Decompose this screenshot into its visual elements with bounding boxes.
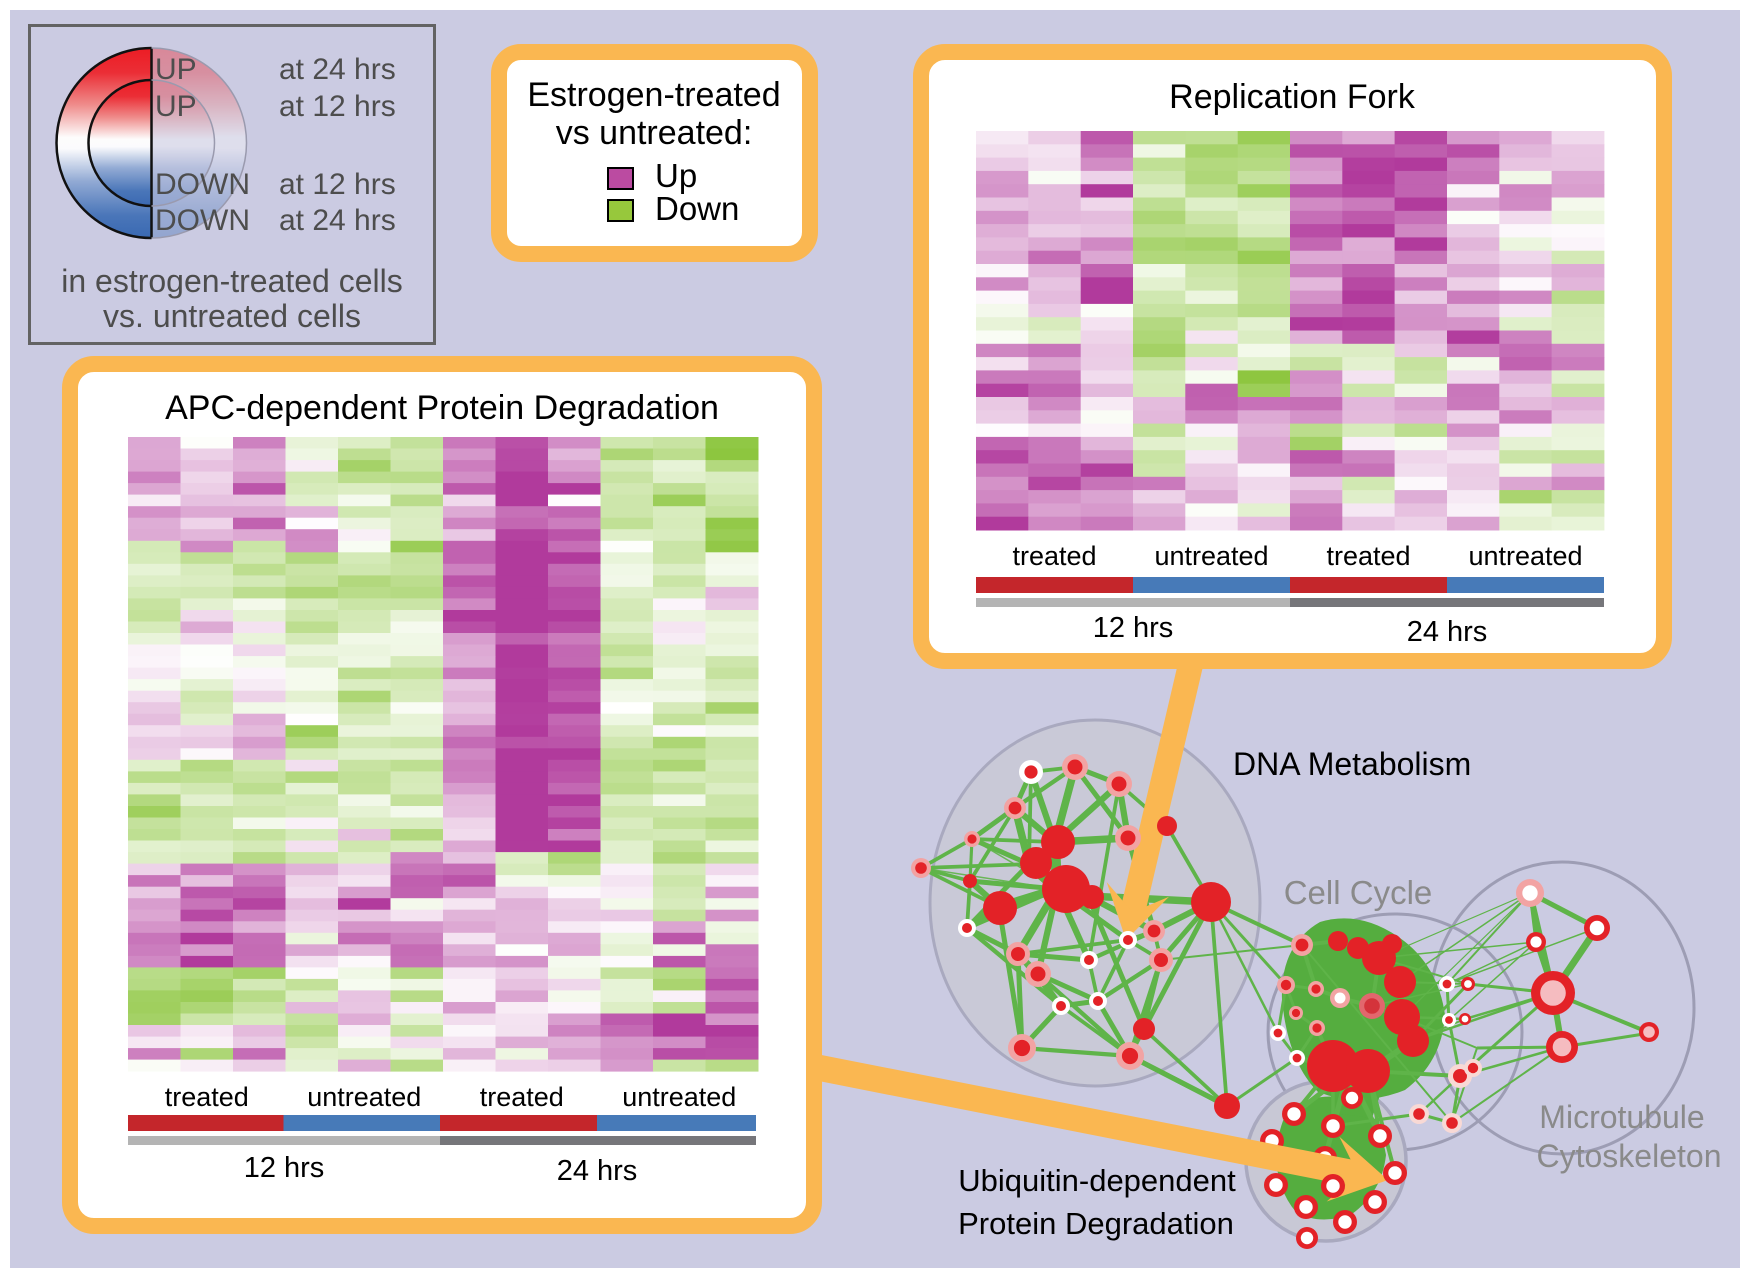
svg-text:Cell Cycle: Cell Cycle: [1284, 874, 1433, 911]
svg-text:Protein Degradation: Protein Degradation: [958, 1206, 1234, 1241]
svg-text:at 12 hrs: at 12 hrs: [279, 90, 396, 123]
svg-text:Estrogen-treated: Estrogen-treated: [527, 76, 780, 114]
svg-text:treated: treated: [1012, 541, 1096, 571]
svg-text:24 hrs: 24 hrs: [1407, 616, 1488, 648]
svg-text:at 24 hrs: at 24 hrs: [279, 204, 396, 237]
svg-text:Ubiquitin-dependent: Ubiquitin-dependent: [958, 1163, 1236, 1198]
svg-text:Up: Up: [655, 157, 697, 194]
svg-text:Microtubule: Microtubule: [1539, 1099, 1704, 1135]
svg-text:Replication Fork: Replication Fork: [1169, 78, 1416, 116]
svg-text:APC-dependent Protein Degradat: APC-dependent Protein Degradation: [165, 389, 719, 427]
svg-text:in estrogen-treated cells: in estrogen-treated cells: [61, 263, 403, 299]
svg-text:DNA Metabolism: DNA Metabolism: [1233, 746, 1471, 782]
svg-text:untreated: untreated: [622, 1082, 736, 1112]
svg-text:DOWN: DOWN: [155, 204, 250, 237]
svg-text:12 hrs: 12 hrs: [1093, 612, 1174, 644]
svg-text:at 24 hrs: at 24 hrs: [279, 53, 396, 86]
svg-text:UP: UP: [155, 90, 197, 123]
svg-text:untreated: untreated: [1468, 541, 1582, 571]
svg-text:treated: treated: [165, 1082, 249, 1112]
svg-text:UP: UP: [155, 53, 197, 86]
svg-text:Down: Down: [655, 190, 739, 227]
svg-text:untreated: untreated: [1154, 541, 1268, 571]
svg-text:12 hrs: 12 hrs: [244, 1152, 325, 1184]
svg-text:at 12 hrs: at 12 hrs: [279, 168, 396, 201]
svg-text:vs. untreated cells: vs. untreated cells: [103, 298, 361, 334]
svg-text:Cytoskeleton: Cytoskeleton: [1537, 1138, 1722, 1174]
svg-text:treated: treated: [480, 1082, 564, 1112]
svg-text:24 hrs: 24 hrs: [557, 1155, 638, 1187]
svg-text:DOWN: DOWN: [155, 168, 250, 201]
svg-text:vs untreated:: vs untreated:: [556, 114, 753, 152]
svg-text:treated: treated: [1326, 541, 1410, 571]
svg-text:untreated: untreated: [307, 1082, 421, 1112]
